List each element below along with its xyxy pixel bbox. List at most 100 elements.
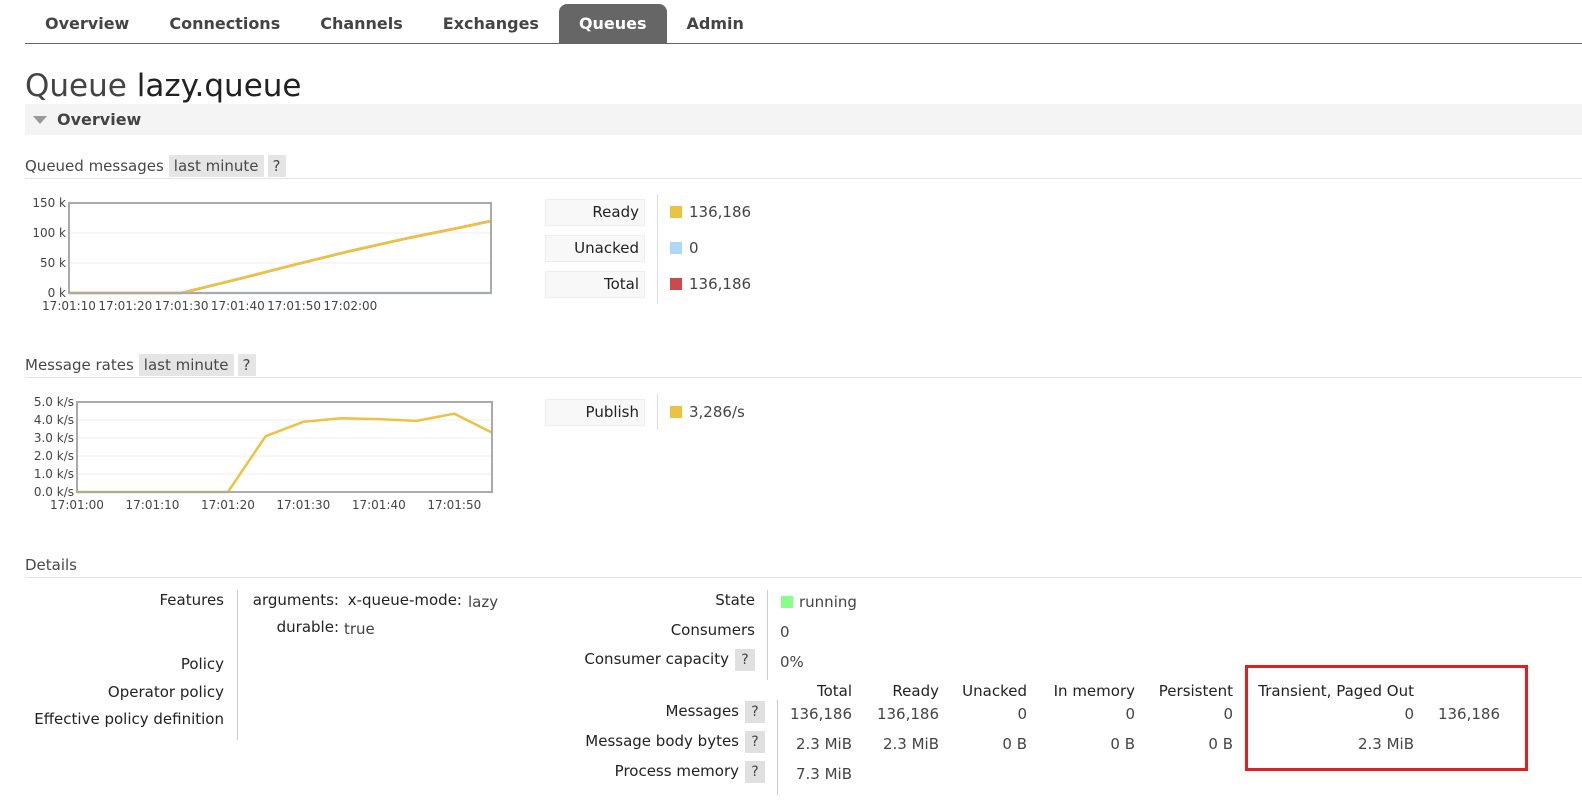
y-tick-label: 50 k [40, 256, 66, 270]
messages-help-button[interactable]: ? [745, 701, 765, 723]
table-divider [777, 700, 778, 795]
durable-key: durable: [276, 618, 339, 636]
consumer-capacity-value: 0% [780, 653, 804, 671]
column-persistent: Persistent [1158, 682, 1233, 700]
legend-label-total: Total [545, 270, 645, 298]
messages-ready: 136,186 [876, 705, 939, 723]
main-nav-tabs: Overview Connections Channels Exchanges … [25, 4, 1582, 44]
body-bytes-total: 2.3 MiB [795, 735, 852, 753]
policy-label: Policy [180, 655, 224, 673]
page-title-prefix: Queue [25, 68, 127, 104]
queued-messages-help-button[interactable]: ? [267, 154, 286, 177]
arguments-key: arguments: [252, 591, 339, 609]
y-tick-label: 1.0 k/s [34, 467, 74, 481]
message-body-bytes-label: Message body bytes [585, 732, 739, 750]
message-rates-range-button[interactable]: last minute [138, 353, 234, 376]
chart-frame [76, 401, 493, 493]
arguments-name: x-queue-mode: [347, 591, 462, 609]
legend-value-total: 136,186 [689, 275, 752, 293]
y-tick-label: 0.0 k/s [34, 485, 74, 499]
state-value: running [799, 593, 857, 611]
tab-connections[interactable]: Connections [169, 14, 281, 33]
legend-value-unacked: 0 [689, 239, 699, 257]
legend-row-publish: Publish 3,286/s [545, 394, 745, 430]
message-rates-heading: Message rates [25, 355, 134, 374]
series-line-publish [77, 412, 493, 494]
queued-messages-legend: Ready 136,186 Unacked 0 Total 136,186 [545, 194, 752, 304]
state-swatch [781, 596, 793, 608]
consumers-label: Consumers [670, 621, 755, 639]
x-tick-label: 17:01:40 [352, 498, 406, 512]
queued-messages-range-button[interactable]: last minute [168, 154, 264, 177]
consumers-value: 0 [780, 623, 790, 641]
tab-admin[interactable]: Admin [686, 14, 744, 33]
message-rates-help-button[interactable]: ? [237, 353, 256, 376]
overview-section-toggle[interactable]: Overview [25, 104, 1582, 135]
legend-swatch-unacked [670, 242, 682, 254]
features-label: Features [159, 591, 225, 609]
x-tick-label: 17:01:50 [427, 498, 481, 512]
consumer-capacity-help-button[interactable]: ? [735, 649, 755, 671]
column-in-memory: In memory [1053, 682, 1135, 700]
column-unacked: Unacked [962, 682, 1027, 700]
legend-row-total: Total 136,186 [545, 266, 751, 302]
collapse-triangle-icon [33, 116, 47, 124]
y-tick-label: 3.0 k/s [34, 431, 74, 445]
legend-value-publish: 3,286/s [689, 403, 745, 421]
y-tick-label: 2.0 k/s [34, 449, 74, 463]
body-bytes-persistent: 0 B [1208, 735, 1233, 753]
x-tick-label: 17:01:40 [211, 299, 265, 313]
tab-queues[interactable]: Queues [558, 4, 667, 43]
series-line-total [69, 219, 492, 295]
messages-row-label: Messages? [665, 701, 765, 723]
process-memory-total: 7.3 MiB [795, 765, 852, 783]
legend-label-publish: Publish [545, 398, 645, 426]
transient-paged-out-highlight [1245, 665, 1528, 771]
arguments-value: lazy [468, 593, 499, 611]
column-ready: Ready [892, 682, 939, 700]
legend-label-ready: Ready [545, 198, 645, 226]
legend-swatch-total [670, 278, 682, 290]
message-body-bytes-help-button[interactable]: ? [745, 731, 765, 753]
queued-messages-chart: 0 k 50 k 100 k 150 k 17:01:10 17:01:20 17:01:3… [25, 195, 525, 324]
legend-row-unacked: Unacked 0 [545, 230, 751, 266]
effective-policy-label: Effective policy definition [34, 710, 224, 728]
legend-swatch-publish [670, 406, 682, 418]
details-divider-left [237, 590, 238, 740]
tab-overview[interactable]: Overview [45, 14, 130, 33]
x-tick-label: 17:01:00 [50, 498, 104, 512]
messages-transient: 0 [1404, 705, 1414, 723]
x-tick-label: 17:01:20 [98, 299, 152, 313]
page-title: Queue lazy.queue [25, 68, 301, 104]
message-rates-legend: Publish 3,286/s [545, 394, 745, 430]
messages-persistent: 0 [1223, 705, 1233, 723]
queue-name: lazy.queue [136, 68, 302, 104]
chart-frame [68, 202, 492, 294]
details-divider-right [767, 590, 768, 680]
messages-label: Messages [665, 702, 739, 720]
x-tick-label: 17:01:10 [126, 498, 180, 512]
x-tick-label: 17:01:50 [267, 299, 321, 313]
body-bytes-unacked: 0 B [1002, 735, 1027, 753]
x-tick-label: 17:01:30 [276, 498, 330, 512]
details-heading: Details [25, 555, 78, 574]
y-tick-label: 5.0 k/s [34, 395, 74, 409]
column-total: Total [816, 682, 852, 700]
message-body-bytes-row-label: Message body bytes? [585, 731, 765, 753]
legend-value-ready: 136,186 [689, 203, 752, 221]
tab-exchanges[interactable]: Exchanges [442, 14, 539, 33]
process-memory-help-button[interactable]: ? [745, 761, 765, 783]
tab-channels[interactable]: Channels [320, 14, 403, 33]
y-tick-label: 4.0 k/s [34, 413, 74, 427]
messages-total: 136,186 [789, 705, 852, 723]
x-tick-label: 17:01:20 [201, 498, 255, 512]
y-tick-label: 0 k [48, 286, 66, 300]
messages-paged-out: 136,186 [1437, 705, 1500, 723]
message-rates-header: Message rates last minute ? [25, 352, 1582, 378]
legend-label-unacked: Unacked [545, 234, 645, 262]
x-tick-label: 17:02:00 [323, 299, 377, 313]
body-bytes-in-memory: 0 B [1110, 735, 1135, 753]
x-tick-label: 17:01:30 [155, 299, 209, 313]
queued-messages-header: Queued messages last minute ? [25, 153, 1582, 179]
operator-policy-label: Operator policy [107, 683, 224, 701]
